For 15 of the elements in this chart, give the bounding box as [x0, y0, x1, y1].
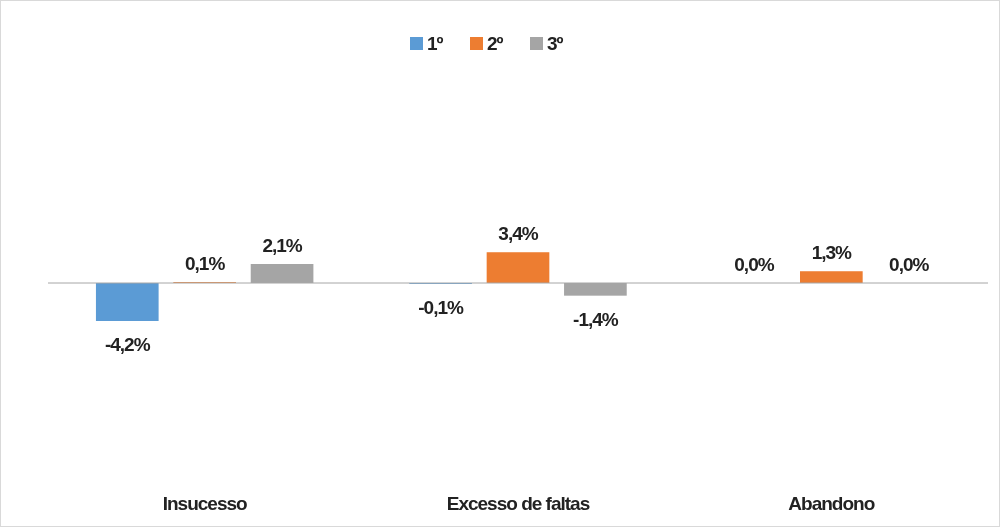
- data-label: 0,0%: [734, 254, 775, 275]
- data-label: -1,4%: [573, 308, 619, 330]
- legend-label: 3º: [547, 33, 564, 54]
- x-tick-label: Abandono: [788, 493, 875, 514]
- legend-label: 2º: [487, 33, 504, 54]
- data-label: -4,2%: [104, 334, 151, 355]
- data-label: 1,3%: [811, 242, 853, 264]
- data-label: -0,1%: [418, 296, 465, 318]
- data-label: 0,1%: [185, 253, 226, 275]
- data-label: 2,1%: [262, 235, 303, 256]
- x-tick-label: Excesso de faltas: [446, 493, 590, 514]
- data-label: 3,4%: [498, 223, 539, 245]
- data-label: 0,0%: [889, 254, 930, 275]
- legend-label: 1º: [427, 33, 444, 54]
- x-tick-label: Insucesso: [162, 493, 248, 514]
